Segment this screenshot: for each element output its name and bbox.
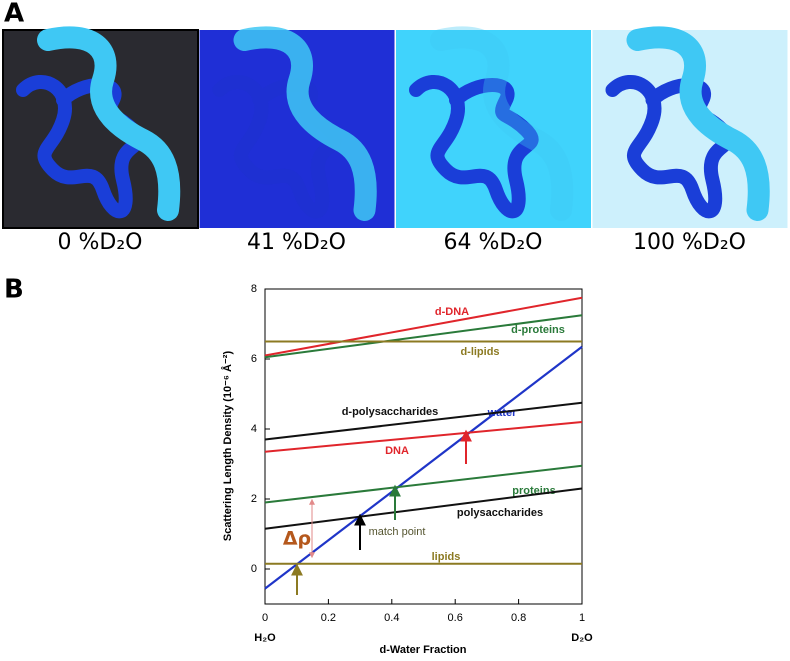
arrows: [291, 429, 472, 595]
y-tick-label: 8: [251, 283, 257, 295]
series-line: [264, 401, 583, 441]
y-tick-label: 2: [251, 493, 257, 505]
series-label: d-polysaccharides: [342, 406, 439, 418]
series-label: d-proteins: [511, 324, 565, 336]
chart: Scattering Length Density (10⁻⁶ Å⁻²) d-W…: [221, 283, 593, 656]
dna: [37, 26, 181, 221]
y-tick-label: 0: [251, 563, 257, 575]
x-tick-label: 0.8: [511, 612, 526, 624]
dna: [430, 26, 574, 221]
x-end-label: D₂O: [571, 632, 593, 644]
molecule: [409, 26, 574, 221]
series-line: [264, 421, 583, 453]
images: 0 %D₂O 41 %D₂O 64 %D₂O 100 %D₂O: [2, 26, 788, 255]
x-tick-label: 0.2: [321, 612, 336, 624]
series-line: [264, 464, 583, 504]
y-tick-label: 6: [251, 353, 257, 365]
caption: 100 %D₂O: [633, 230, 746, 255]
x-end-label: H₂O: [254, 632, 276, 644]
annotation: match point: [369, 526, 426, 538]
molecule: [212, 26, 377, 221]
panel-label: B: [4, 275, 24, 305]
series-label: d-lipids: [460, 346, 499, 358]
annotation: Δρ: [283, 528, 311, 550]
series-label: d-DNA: [435, 306, 469, 318]
x-tick-label: 1: [579, 612, 585, 624]
series-line: [264, 487, 583, 530]
plot-frame: [264, 288, 583, 605]
x-axis-label: d-Water Fraction: [380, 644, 467, 656]
x-tick-label: 0.4: [384, 612, 399, 624]
y-axis-label: Scattering Length Density (10⁻⁶ Å⁻²): [221, 351, 234, 542]
molecule: [605, 26, 770, 221]
protein: [409, 75, 539, 219]
series-label: DNA: [385, 445, 409, 457]
y-tick-label: 4: [251, 423, 257, 435]
series-line: [264, 314, 583, 359]
panel-label: A: [4, 0, 24, 29]
caption: 64 %D₂O: [444, 230, 543, 255]
series-label: lipids: [432, 551, 461, 563]
series-line: [264, 296, 583, 357]
x-tick-label: 0: [262, 612, 268, 624]
series-line: [264, 345, 583, 590]
dna: [626, 26, 770, 221]
dna: [233, 26, 377, 221]
molecule: [16, 26, 181, 221]
caption: 41 %D₂O: [247, 230, 346, 255]
x-tick-label: 0.6: [448, 612, 463, 624]
series-label: polysaccharides: [457, 507, 543, 519]
caption: 0 %D₂O: [58, 230, 143, 255]
